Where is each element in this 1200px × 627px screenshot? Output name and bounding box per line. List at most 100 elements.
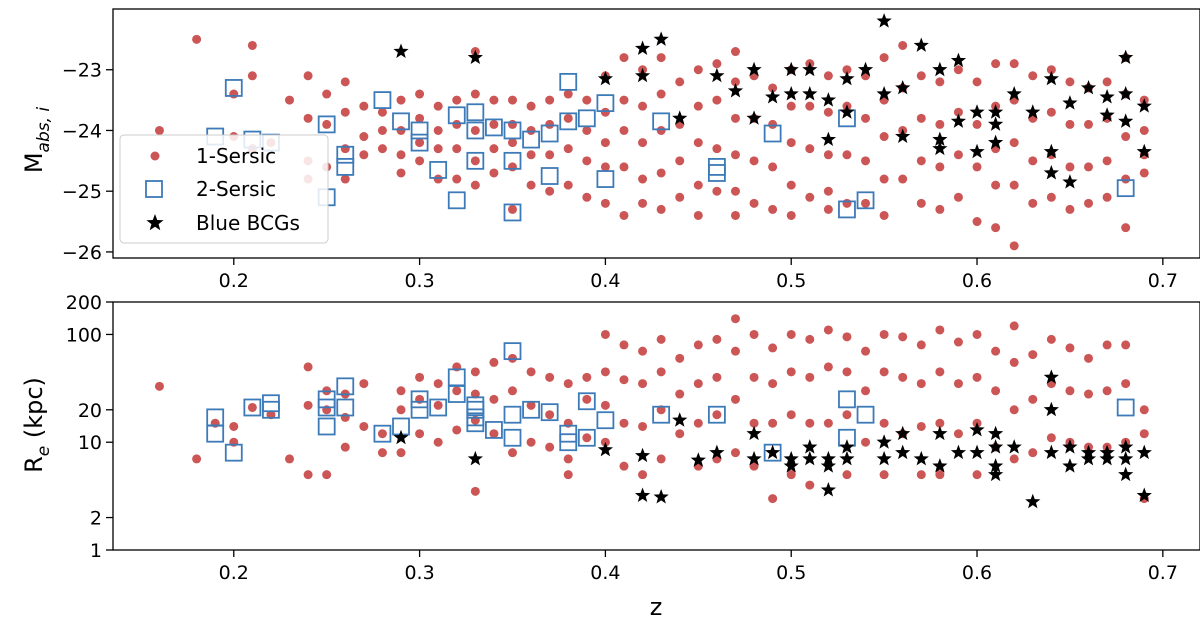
bottom-point-blue_bcg bbox=[988, 439, 1004, 454]
bottom-point-one_sersic bbox=[582, 433, 592, 443]
top-point-blue_bcg bbox=[783, 86, 799, 101]
bottom-point-one_sersic bbox=[322, 470, 332, 480]
bottom-point-blue_bcg bbox=[820, 458, 836, 473]
bottom-x-tick-label: 0.4 bbox=[590, 562, 620, 584]
top-point-blue_bcg bbox=[783, 61, 799, 77]
top-point-one_sersic bbox=[935, 162, 945, 172]
top-point-one_sersic bbox=[842, 150, 852, 160]
top-point-one_sersic bbox=[303, 113, 313, 123]
top-point-one_sersic bbox=[396, 150, 406, 160]
bottom-point-one_sersic bbox=[861, 437, 871, 447]
top-point-one_sersic bbox=[563, 89, 573, 99]
bottom-point-two_sersic bbox=[410, 400, 429, 419]
top-point-one_sersic bbox=[1028, 71, 1038, 81]
top-point-one_sersic bbox=[545, 119, 555, 129]
bottom-point-one_sersic bbox=[638, 470, 648, 480]
bottom-point-one_sersic bbox=[1028, 394, 1038, 404]
top-point-one_sersic bbox=[991, 59, 1001, 69]
top-point-one_sersic bbox=[192, 34, 202, 44]
top-point-two_sersic bbox=[429, 161, 448, 179]
bottom-point-blue_bcg bbox=[1043, 369, 1059, 384]
top-point-one_sersic bbox=[1084, 198, 1094, 208]
top-y-tick-label: −24 bbox=[62, 120, 102, 142]
top-point-one_sersic bbox=[526, 125, 536, 135]
legend-item-1-sersic: 1-Sersic bbox=[150, 144, 276, 168]
top-point-one_sersic bbox=[359, 132, 369, 142]
bottom-point-one_sersic bbox=[879, 418, 889, 428]
bottom-point-one_sersic bbox=[452, 425, 462, 435]
bottom-point-one_sersic bbox=[916, 470, 926, 480]
top-point-blue_bcg bbox=[1025, 104, 1041, 119]
top-y-axis-title-subscript: abs, i bbox=[34, 107, 54, 153]
bottom-point-one_sersic bbox=[991, 386, 1001, 396]
bottom-point-one_sersic bbox=[470, 389, 480, 399]
top-point-one_sersic bbox=[879, 132, 889, 142]
bottom-point-one_sersic bbox=[935, 470, 945, 480]
top-y-tick-label: −26 bbox=[62, 242, 102, 264]
bottom-point-one_sersic bbox=[396, 405, 406, 415]
top-point-one_sersic bbox=[898, 174, 908, 184]
bottom-point-blue_bcg bbox=[765, 444, 781, 460]
bottom-y-tick-label: 100 bbox=[66, 324, 102, 346]
bottom-point-one_sersic bbox=[693, 379, 703, 389]
bottom-point-one_sersic bbox=[433, 400, 443, 410]
top-point-one_sersic bbox=[340, 144, 350, 154]
bottom-point-blue_bcg bbox=[393, 429, 409, 445]
top-point-two_sersic bbox=[707, 158, 726, 176]
bottom-point-one_sersic bbox=[377, 448, 387, 458]
top-point-one_sersic bbox=[582, 156, 592, 166]
top-point-one_sersic bbox=[916, 71, 926, 81]
bottom-point-blue_bcg bbox=[1136, 444, 1152, 460]
top-point-blue_bcg bbox=[1080, 79, 1097, 95]
bottom-series-two_sersic bbox=[206, 342, 1135, 462]
top-point-one_sersic bbox=[842, 198, 852, 208]
bottom-point-one_sersic bbox=[898, 372, 908, 382]
top-point-blue_bcg bbox=[1118, 86, 1134, 101]
top-point-one_sersic bbox=[1121, 174, 1131, 184]
top-point-two_sersic bbox=[503, 151, 522, 170]
bottom-point-blue_bcg bbox=[1043, 444, 1059, 460]
top-point-one_sersic bbox=[285, 95, 295, 105]
top-point-one_sersic bbox=[1046, 107, 1056, 117]
bottom-point-one_sersic bbox=[656, 454, 666, 464]
bottom-point-one_sersic bbox=[526, 437, 536, 447]
bottom-point-blue_bcg bbox=[895, 425, 911, 441]
bottom-point-blue_bcg bbox=[634, 447, 651, 463]
top-point-one_sersic bbox=[600, 138, 610, 148]
top-point-one_sersic bbox=[823, 71, 833, 81]
top-point-one_sersic bbox=[675, 77, 685, 87]
top-point-one_sersic bbox=[786, 180, 796, 190]
top-point-blue_bcg bbox=[876, 13, 892, 28]
top-point-one_sersic bbox=[1028, 156, 1038, 166]
top-point-one_sersic bbox=[842, 65, 852, 75]
bottom-point-one_sersic bbox=[749, 329, 759, 339]
bottom-point-two_sersic bbox=[485, 421, 503, 439]
top-point-one_sersic bbox=[656, 204, 666, 214]
top-point-two_sersic bbox=[707, 164, 726, 182]
top-point-one_sersic bbox=[619, 95, 629, 105]
top-point-one_sersic bbox=[730, 210, 740, 220]
bottom-point-one_sersic bbox=[916, 340, 926, 350]
top-point-one_sersic bbox=[1084, 162, 1094, 172]
top-point-blue_bcg bbox=[932, 131, 948, 147]
bottom-point-one_sersic bbox=[712, 372, 722, 382]
bottom-point-blue_bcg bbox=[839, 450, 855, 466]
bottom-point-one_sersic bbox=[619, 340, 629, 350]
bottom-x-tick-label: 0.6 bbox=[962, 562, 992, 584]
top-point-one_sersic bbox=[768, 83, 778, 93]
bottom-point-one_sersic bbox=[1065, 343, 1075, 353]
top-point-blue_bcg bbox=[988, 134, 1004, 150]
top-point-blue_bcg bbox=[950, 113, 967, 128]
top-point-two_sersic bbox=[522, 130, 540, 149]
bottom-point-one_sersic bbox=[823, 325, 833, 335]
top-point-one_sersic bbox=[953, 192, 963, 202]
top-point-one_sersic bbox=[805, 192, 815, 202]
top-point-one_sersic bbox=[359, 101, 369, 111]
top-point-one_sersic bbox=[1102, 156, 1112, 166]
top-point-one_sersic bbox=[786, 138, 796, 148]
legend-item-blue-bcgs: Blue BCGs bbox=[146, 211, 300, 235]
top-point-one_sersic bbox=[154, 125, 164, 135]
bottom-point-one_sersic bbox=[563, 454, 573, 464]
bottom-point-blue_bcg bbox=[653, 489, 669, 504]
top-point-one_sersic bbox=[322, 89, 332, 99]
